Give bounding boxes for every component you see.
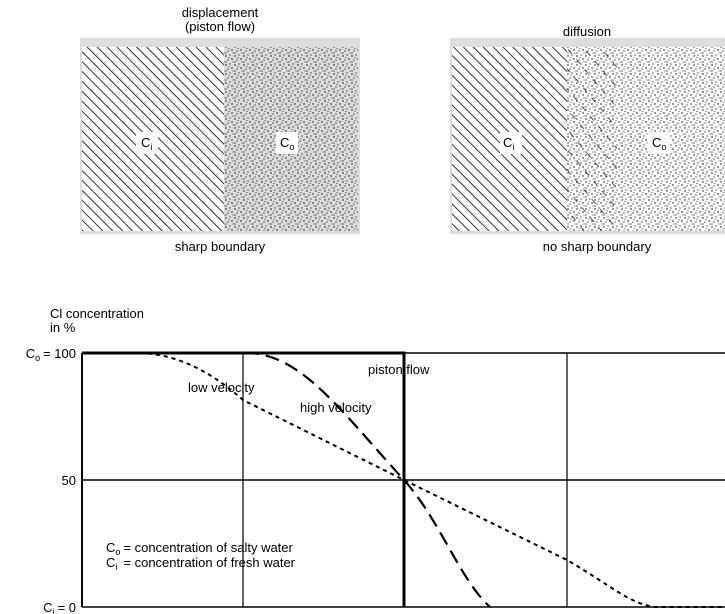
legend-line: Ci = concentration of fresh water: [106, 555, 296, 572]
y-axis-title: Cl concentration: [50, 306, 144, 321]
chart: Cl concentration in % piston flow low ve…: [26, 306, 725, 614]
curve-label: piston flow: [368, 362, 430, 377]
y-tick-label: Ci = 0: [43, 600, 76, 614]
legend-text: = concentration of salty water: [123, 540, 293, 555]
subscript: i: [150, 142, 152, 152]
curve-label: high velocity: [300, 400, 372, 415]
legend-text: = concentration of fresh water: [123, 555, 295, 570]
symbol: C: [280, 135, 289, 150]
region-label: Co: [652, 135, 666, 152]
panel-title: displacement: [182, 5, 259, 20]
subscript: o: [289, 142, 294, 152]
high-velocity-curve: [244, 351, 491, 608]
panel-title: diffusion: [563, 24, 611, 39]
subscript: o: [35, 353, 40, 363]
symbol: C: [652, 135, 661, 150]
y-axis-title: in %: [50, 320, 76, 335]
subscript: i: [512, 142, 514, 152]
curve-label: low velocity: [188, 380, 255, 395]
symbol: C: [43, 600, 52, 614]
label-bg: [500, 132, 522, 154]
dot-region: [567, 47, 725, 231]
panel-title: (piston flow): [185, 19, 255, 34]
region-label: Co: [280, 135, 294, 152]
symbol: C: [503, 135, 512, 150]
label-bg: [648, 132, 670, 154]
subscript: o: [661, 142, 666, 152]
subscript: o: [115, 547, 120, 557]
y-tick-label: 50: [62, 473, 76, 488]
region-label: Ci: [141, 135, 152, 152]
region-label: Ci: [503, 135, 514, 152]
panel-diffusion: diffusion Ci Co no sharp boundary: [450, 24, 725, 254]
panel-caption: no sharp boundary: [543, 239, 652, 254]
symbol: C: [106, 540, 115, 555]
symbol: C: [141, 135, 150, 150]
symbol: C: [26, 346, 35, 361]
subscript: i: [53, 607, 55, 614]
panel-piston: displacement (piston flow) Ci Co sharp b…: [80, 5, 360, 254]
low-velocity-curve: [139, 352, 725, 608]
legend-line: Co = concentration of salty water: [106, 540, 294, 557]
tick-value: = 0: [58, 600, 76, 614]
tick-value: 50: [62, 473, 76, 488]
subscript: i: [115, 562, 117, 572]
label-bg: [276, 132, 298, 154]
y-tick-label: Co = 100: [26, 346, 76, 363]
tick-value: = 100: [43, 346, 76, 361]
label-bg: [136, 132, 158, 154]
panel-caption: sharp boundary: [175, 239, 266, 254]
symbol: C: [106, 555, 115, 570]
